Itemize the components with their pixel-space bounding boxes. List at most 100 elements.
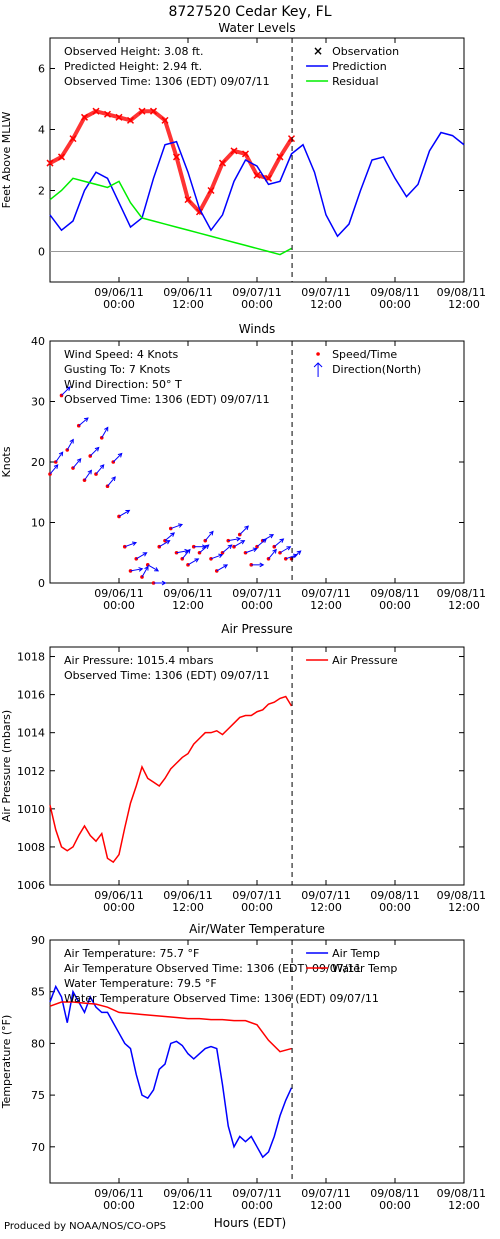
x-tick-label: 12:00 [448,901,480,914]
observation-point [276,153,284,161]
observation-point [218,159,227,167]
observation-point [184,196,192,204]
y-tick-label: 2 [38,185,45,198]
legend-label: Air Pressure [332,654,398,667]
observation-point [92,107,100,115]
y-tick-label: 0 [38,577,45,590]
wind-arrow-head [244,525,249,531]
x-tick-label: 12:00 [310,1199,342,1212]
observation-point [230,147,238,155]
chart-title: Winds [239,322,275,336]
wind-direction-arrow [273,538,284,548]
plot-frame [49,646,465,886]
wind-arrow-head [117,452,123,458]
info-line: Observed Time: 1306 (EDT) 09/07/11 [64,393,270,406]
wind-arrow-head [204,544,210,549]
wind-direction-arrow [84,470,92,481]
wind-direction-arrow [66,439,74,451]
wind-arrow-head [144,565,149,571]
y-tick-label: 1018 [17,651,45,664]
wind-arrow-head [170,532,175,537]
wind-direction-arrow [233,540,245,548]
x-tick-label: 09/07/11 [232,587,281,600]
wind-direction-arrow [256,538,267,548]
x-tick-label: 09/08/11 [370,889,419,902]
legend-label: Observation [332,45,399,58]
x-tick-label: 09/06/11 [94,1187,143,1200]
legend-label: Water Temp [332,962,397,975]
x-tick-label: 00:00 [241,599,273,612]
info-line: Water Temperature: 79.5 °F [64,977,217,990]
wind-direction-arrow [124,542,137,548]
y-tick-label: 30 [31,396,45,409]
x-tick-label: 12:00 [172,599,204,612]
x-tick-label: 12:00 [310,901,342,914]
wind-direction-arrow [112,453,123,463]
y-tick-label: 0 [38,246,45,259]
wind-direction-arrow [49,464,59,475]
legend-label: Residual [332,75,378,88]
y-tick-label: 1008 [17,841,45,854]
info-line: Air Temperature: 75.7 °F [64,947,199,960]
x-tick-label: 00:00 [241,1199,273,1212]
x-tick-label: 09/06/11 [163,286,212,299]
y-tick-label: 1016 [17,689,45,702]
y-tick-label: 85 [31,986,45,999]
series-line-residual [49,177,292,256]
wind-direction-arrow [164,532,175,542]
y-axis-label: Knots [0,446,13,477]
x-tick-label: 00:00 [103,901,135,914]
wind-arrow-head [125,509,131,515]
wind-arrow-head [104,426,109,432]
wind-arrow-head [69,438,74,444]
info-line: Predicted Height: 2.94 ft. [64,60,202,73]
x-tick-label: 09/08/11 [370,587,419,600]
x-tick-label: 09/07/11 [301,1187,350,1200]
y-axis-label: Temperature (°F) [0,1015,13,1110]
y-tick-label: 70 [31,1141,45,1154]
x-tick-label: 09/07/11 [232,286,281,299]
y-tick-label: 1014 [17,727,45,740]
wind-direction-arrow [291,550,302,560]
wind-arrow-head [99,464,105,469]
observation-point [80,113,89,121]
wind-arrow-head [209,530,214,536]
x-tick-label: 09/06/11 [163,1187,212,1200]
y-axis-label: Feet Above MLLW [0,112,13,209]
wind-direction-arrow [158,540,170,548]
wind-direction-arrow [187,558,199,566]
observation-point [69,135,77,143]
y-tick-label: 80 [31,1037,45,1050]
wind-direction-arrow [216,564,228,572]
page-title: 8727520 Cedar Key, FL [169,4,332,20]
wind-direction-arrow [239,525,249,535]
wind-direction-arrow [95,464,105,475]
wind-direction-arrow [72,458,82,469]
chart-panel-1: WindsKnots01020304009/06/1100:0009/06/11… [0,322,486,612]
info-line: Wind Direction: 50° T [64,378,182,391]
y-tick-label: 1012 [17,765,45,778]
x-tick-label: 09/08/11 [437,1187,486,1200]
observation-point [57,153,66,161]
wind-arrow-head [202,544,207,550]
legend-label: Direction(North) [332,363,421,376]
x-tick-label: 12:00 [448,298,480,311]
x-tick-label: 12:00 [172,901,204,914]
y-tick-label: 90 [31,934,45,947]
x-tick-label: 12:00 [310,298,342,311]
x-tick-label: 00:00 [103,1199,135,1212]
info-line: Observed Time: 1306 (EDT) 09/07/11 [64,75,270,88]
wind-arrow-head [240,540,246,545]
chart-title: Air Pressure [221,622,293,636]
wind-arrow-head [177,523,184,528]
x-tick-label: 09/08/11 [437,286,486,299]
info-line: Air Temperature Observed Time: 1306 (EDT… [64,962,361,975]
info-line: Observed Time: 1306 (EDT) 09/07/11 [64,669,270,682]
y-tick-label: 6 [38,63,45,76]
info-line: Observed Height: 3.08 ft. [64,45,203,58]
info-line: Wind Speed: 4 Knots [64,348,179,361]
wind-arrow-head [186,548,191,554]
wind-direction-arrow [210,554,223,560]
